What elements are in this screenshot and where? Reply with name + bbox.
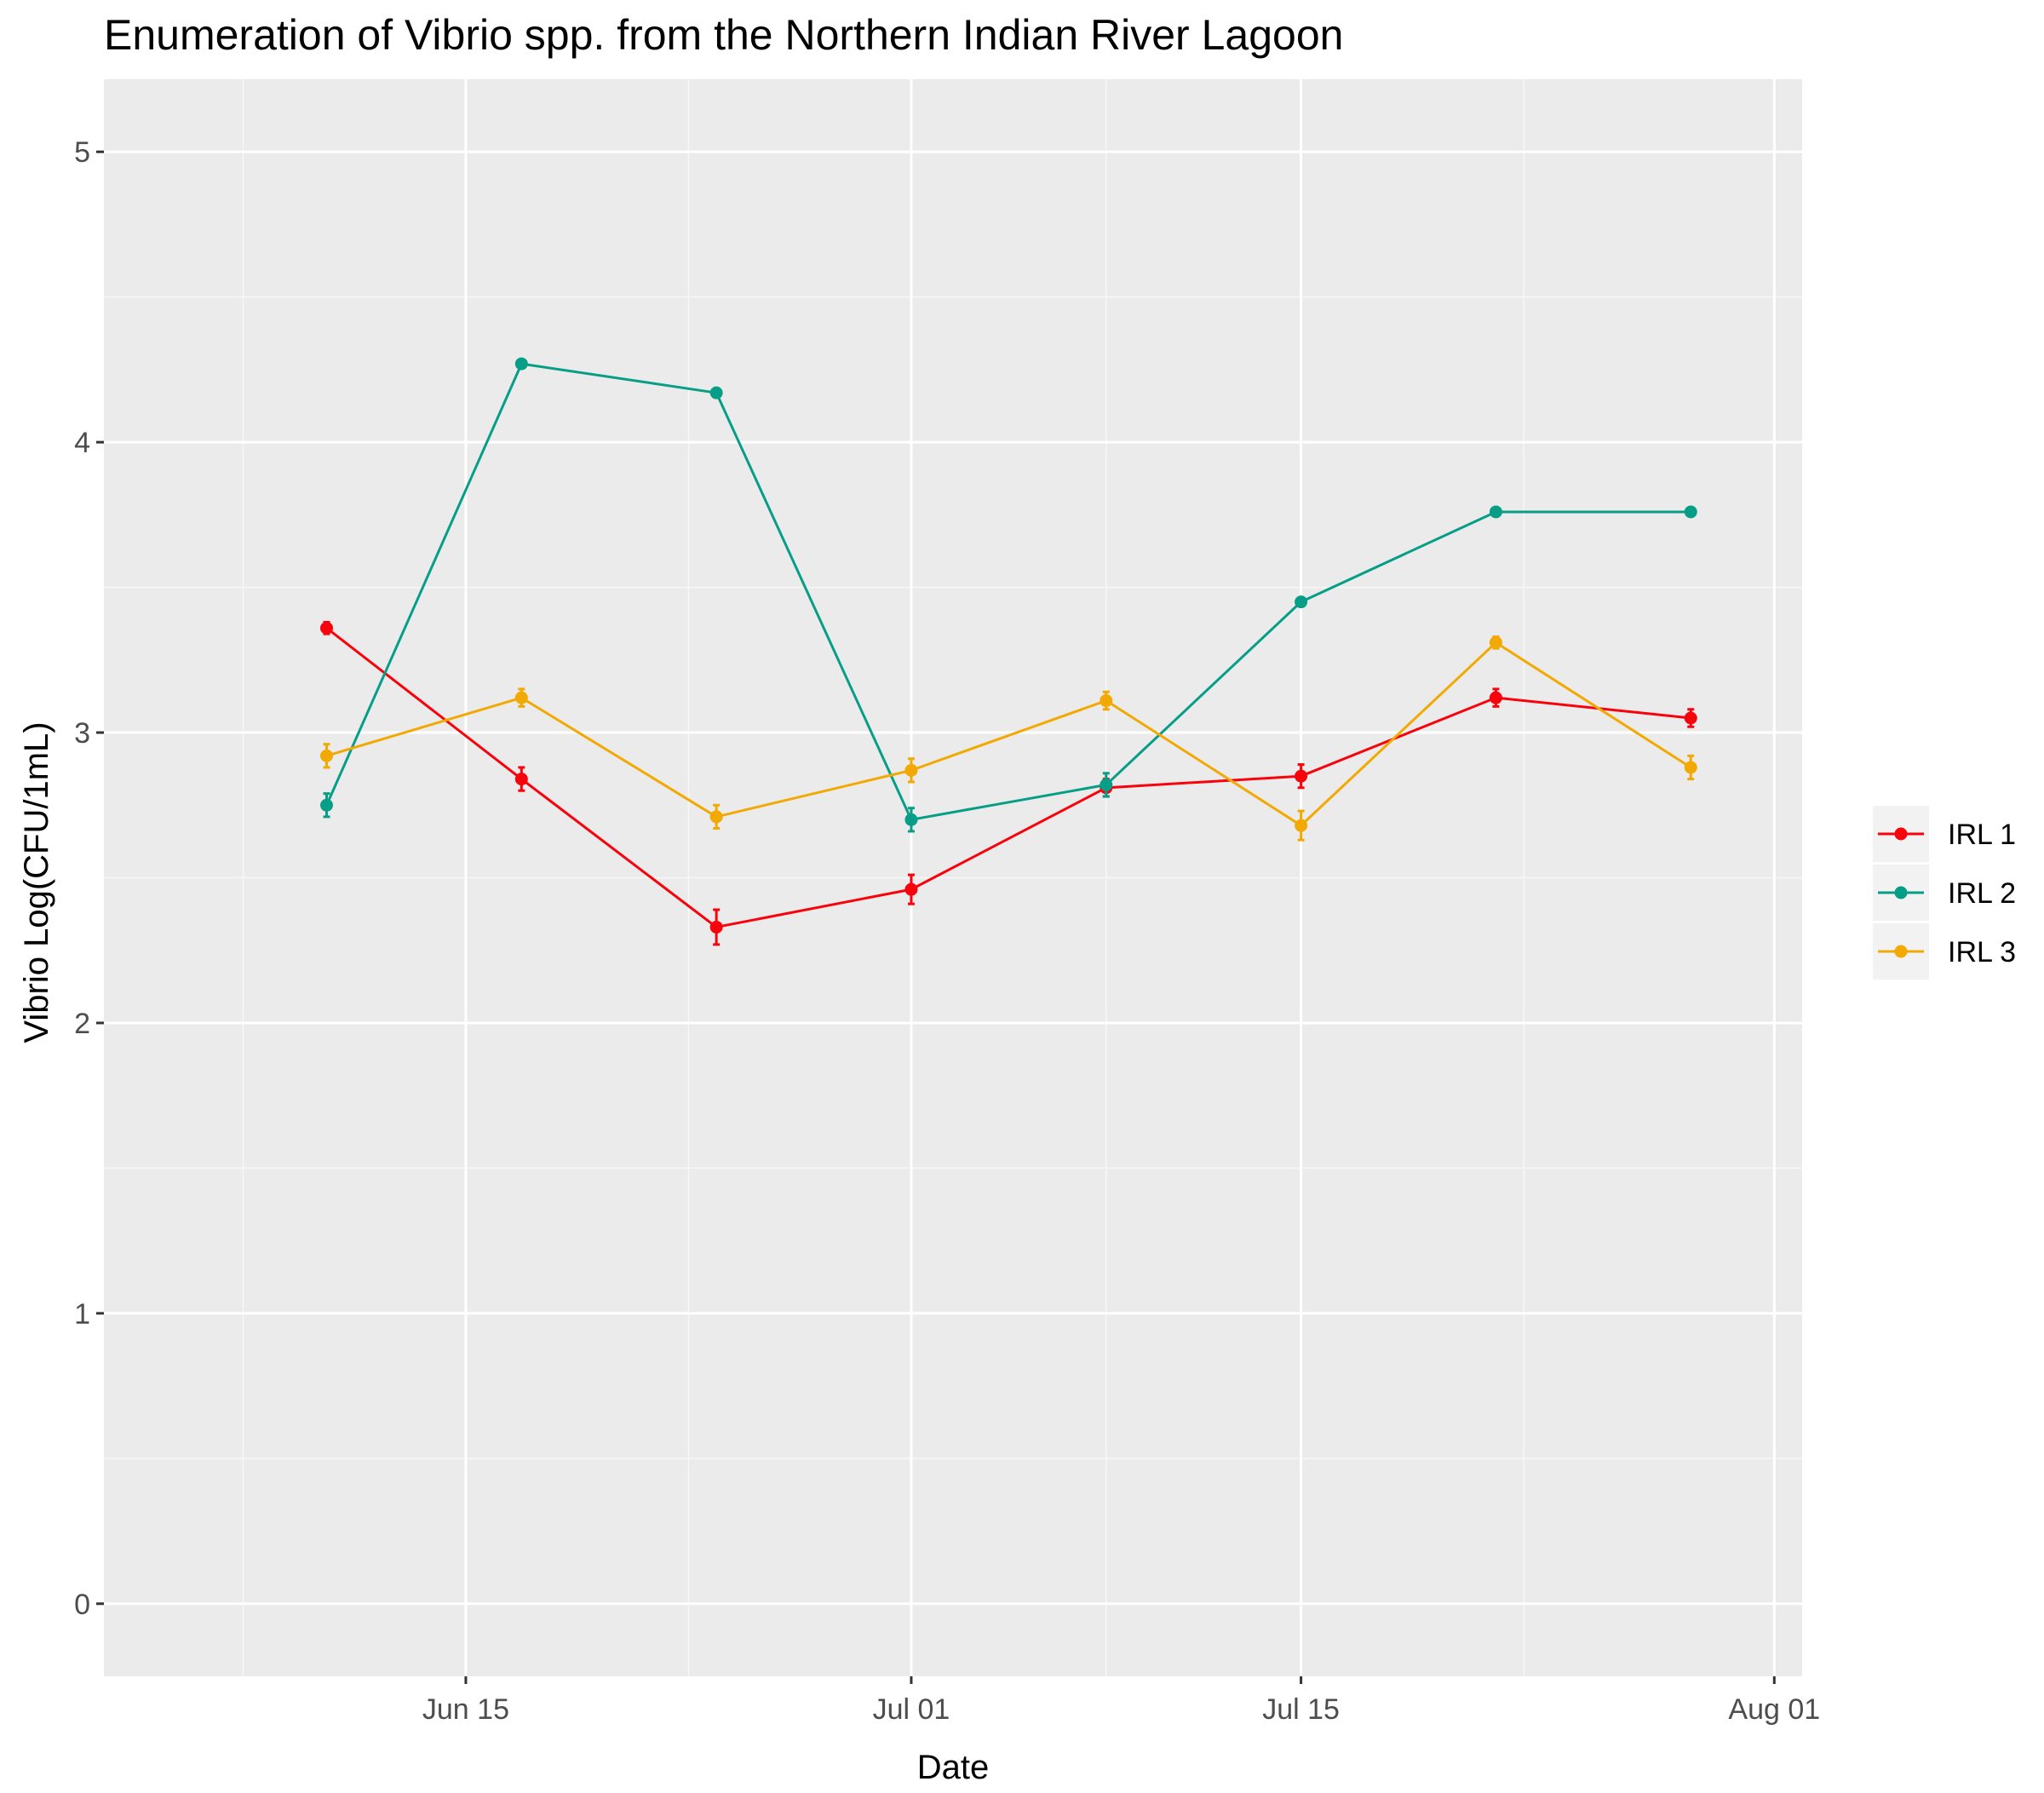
data-point	[904, 882, 918, 896]
x-tick-label: Aug 01	[1728, 1693, 1820, 1726]
y-tick-label: 0	[74, 1589, 90, 1621]
series-line-irl-1	[325, 627, 1691, 928]
data-point	[320, 621, 334, 635]
legend-label: IRL 2	[1948, 877, 2016, 910]
data-point	[1295, 595, 1308, 609]
data-point	[904, 813, 918, 826]
data-point	[1489, 691, 1502, 704]
x-tick-label: Jul 01	[873, 1693, 950, 1726]
x-axis-title: Date	[917, 1749, 990, 1786]
legend-item-irl-3: IRL 3	[1873, 923, 2016, 980]
y-tick-label: 4	[74, 427, 90, 459]
data-point	[1684, 711, 1697, 725]
legend-item-irl-1: IRL 1	[1873, 806, 2016, 862]
data-point	[320, 749, 334, 762]
legend-key-point	[1894, 886, 1908, 899]
data-point	[514, 773, 528, 786]
legend-key-point	[1894, 945, 1908, 958]
chart-title: Enumeration of Vibrio spp. from the Nort…	[104, 11, 1343, 59]
data-point	[1100, 694, 1113, 708]
data-point	[1100, 778, 1113, 791]
x-tick-label: Jun 15	[422, 1693, 509, 1726]
data-point	[1489, 635, 1502, 649]
data-point	[1684, 761, 1697, 774]
series-irl-1	[320, 621, 1697, 946]
series-irl-3	[320, 635, 1697, 842]
data-point	[709, 810, 723, 824]
y-axis-title: Vibrio Log(CFU/1mL)	[18, 721, 55, 1043]
series-irl-2	[320, 357, 1697, 833]
data-point	[1295, 819, 1308, 832]
data-point	[1295, 769, 1308, 783]
plot-area: 0 1 2 3 4 5 Jun 15 Jul 01 Jul 15 Aug 01	[74, 79, 1820, 1726]
legend-label: IRL 3	[1948, 936, 2016, 968]
y-tick-label: 3	[74, 717, 90, 750]
legend: IRL 1 IRL 2 IRL 3	[1873, 806, 2016, 980]
data-point	[709, 386, 723, 399]
y-tick-label: 1	[74, 1298, 90, 1330]
y-tick-label: 2	[74, 1008, 90, 1040]
x-tick-label: Jul 15	[1262, 1693, 1340, 1726]
data-point	[514, 691, 528, 704]
legend-key-point	[1894, 827, 1908, 841]
data-point	[1684, 505, 1697, 519]
series-line-irl-3	[326, 641, 1692, 827]
data-point	[709, 920, 723, 934]
data-point	[514, 357, 528, 371]
data-point	[320, 798, 334, 812]
data-point	[904, 763, 918, 777]
legend-item-irl-2: IRL 2	[1873, 865, 2016, 921]
y-tick-label: 5	[74, 136, 90, 169]
legend-label: IRL 1	[1948, 819, 2016, 851]
data-point	[1489, 505, 1502, 519]
series-line-irl-2	[325, 362, 1691, 821]
